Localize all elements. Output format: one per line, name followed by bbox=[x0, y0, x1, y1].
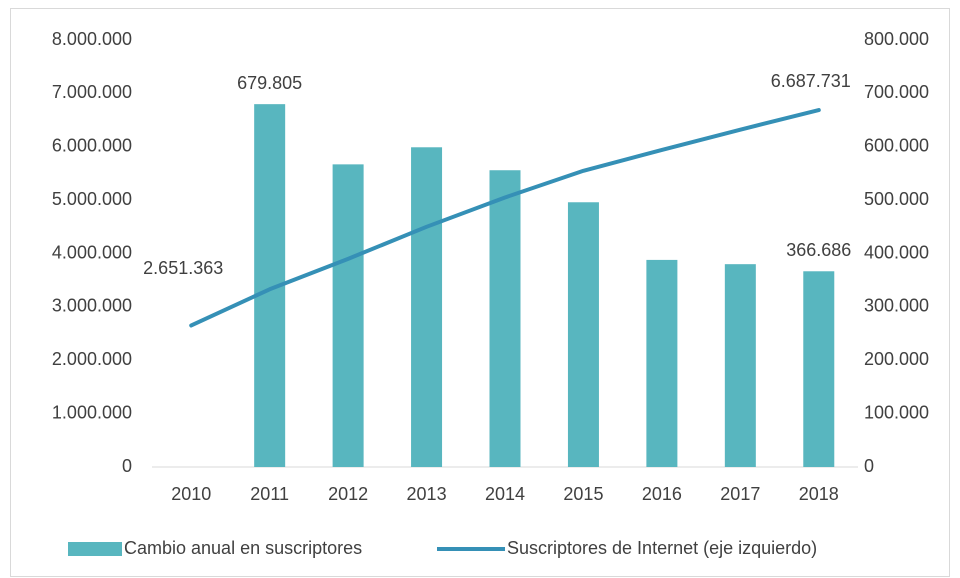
bar bbox=[332, 164, 364, 467]
yticks-label: 2.000.000 bbox=[52, 349, 132, 369]
bar bbox=[411, 147, 443, 467]
x-tick-label: 2018 bbox=[799, 484, 839, 504]
x-tick-label: 2013 bbox=[407, 484, 447, 504]
line bbox=[189, 108, 821, 328]
yticks-label: 8.000.000 bbox=[52, 29, 132, 49]
y2ticks-label: 800.000 bbox=[864, 29, 929, 49]
x-tick-label: 2017 bbox=[720, 484, 760, 504]
y2ticks-label: 100.000 bbox=[864, 402, 929, 422]
y2ticks-label: 500.000 bbox=[864, 189, 929, 209]
legend-label: Cambio anual en suscriptores bbox=[124, 538, 362, 558]
yticks-label: 4.000.000 bbox=[52, 242, 132, 262]
y2ticks-label: 0 bbox=[864, 456, 874, 476]
yticks-label: 6.000.000 bbox=[52, 136, 132, 156]
bar bbox=[567, 202, 599, 467]
bar bbox=[803, 271, 835, 467]
yticks-label: 0 bbox=[122, 456, 132, 476]
chart-border bbox=[10, 8, 950, 577]
x-tick-label: 2016 bbox=[642, 484, 682, 504]
bar bbox=[724, 264, 756, 467]
bar-value-label: 679.805 bbox=[237, 73, 302, 93]
line-value-label: 2.651.363 bbox=[143, 258, 223, 278]
y2ticks-label: 200.000 bbox=[864, 349, 929, 369]
y2ticks-label: 600.000 bbox=[864, 136, 929, 156]
x-tick-label: 2010 bbox=[171, 484, 211, 504]
line-value-label: 6.687.731 bbox=[771, 71, 851, 91]
bar bbox=[489, 170, 521, 468]
yticks-label: 7.000.000 bbox=[52, 82, 132, 102]
y2ticks-label: 400.000 bbox=[864, 242, 929, 262]
yticks-label: 3.000.000 bbox=[52, 296, 132, 316]
x-tick-label: 2015 bbox=[563, 484, 603, 504]
legend-label: Suscriptores de Internet (eje izquierdo) bbox=[507, 538, 817, 558]
x-tick-label: 2011 bbox=[250, 484, 289, 504]
y2ticks-label: 300.000 bbox=[864, 296, 929, 316]
bar-value-label: 366.686 bbox=[786, 240, 851, 260]
x-tick-label: 2014 bbox=[485, 484, 525, 504]
x-tick-label: 2012 bbox=[328, 484, 368, 504]
legend-swatch bbox=[68, 542, 122, 556]
yticks-label: 5.000.000 bbox=[52, 189, 132, 209]
y2ticks-label: 700.000 bbox=[864, 82, 929, 102]
yticks-label: 1.000.000 bbox=[52, 402, 132, 422]
bar bbox=[646, 259, 678, 467]
